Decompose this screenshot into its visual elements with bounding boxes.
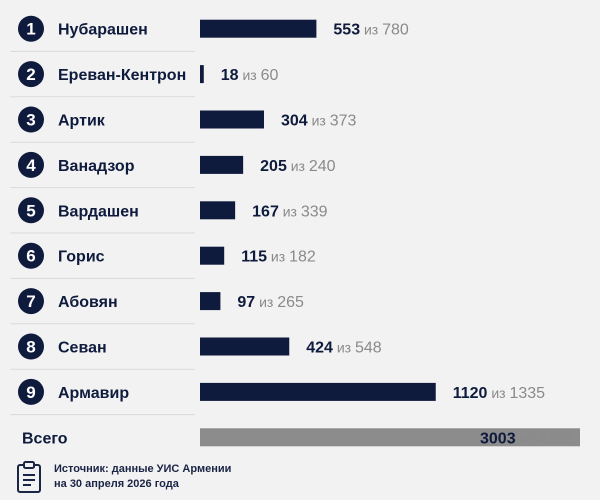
source-text: Источник: данные УИС Армении на 30 апрел… [54,462,231,492]
value-number: 18 [221,67,239,84]
category-label: Ереван-Кентрон [58,67,186,84]
category-label: Ванадзор [58,158,135,175]
value-number: 97 [237,294,255,311]
separator-word: из [239,67,261,83]
separator-word: из [267,249,289,265]
rank-badge [18,288,44,315]
rank-badge [18,197,44,224]
separator-word: из [360,22,382,38]
bar [200,246,225,265]
category-label: Нубарашен [58,22,148,39]
separator-word: из [487,385,509,401]
separator-word: из [287,158,309,174]
rank-badge [18,15,44,42]
value-number: 205 [260,158,287,175]
capacity-number: 1335 [509,385,545,402]
rank-badge [18,61,44,88]
capacity-number: 548 [355,340,382,357]
capacity-number: 339 [301,203,328,220]
capacity-number: 780 [382,22,409,39]
value-label: 167 из 339 [252,203,328,220]
rank-number: 3 [26,111,35,130]
value-label: 18 из 60 [221,67,279,84]
total-value-label: 3003 из 4122 [480,430,573,447]
value-label: 424 из 548 [306,340,382,357]
clipboard-icon [17,461,41,493]
rank-number: 6 [26,247,35,266]
capacity-number: 4122 [538,430,574,447]
rank-number: 1 [26,20,35,39]
source-line-1: Источник: данные УИС Армении [54,463,232,475]
category-label: Вардашен [58,203,139,220]
rank-badge [18,106,44,133]
capacity-number: 60 [261,67,279,84]
separator-word: из [255,294,277,310]
capacity-number: 373 [330,113,357,130]
value-number: 3003 [480,430,516,447]
bar [200,19,317,38]
separator-word: из [279,203,301,219]
rank-badge [18,333,44,360]
separator-word: из [516,430,538,446]
bar [200,65,204,84]
value-label: 553 из 780 [333,22,409,39]
value-label: 115 из 182 [241,249,316,266]
value-number: 304 [281,113,308,130]
total-bar [200,428,580,447]
source-footnote: Источник: данные УИС Армении на 30 апрел… [16,458,231,496]
bar [200,155,244,174]
value-label: 304 из 373 [281,113,357,130]
value-number: 115 [241,249,267,266]
capacity-number: 265 [277,294,304,311]
category-label: Абовян [58,294,118,311]
category-label: Армавир [58,385,129,402]
bar [200,337,290,356]
separator-word: из [308,113,330,129]
rank-number: 4 [26,156,36,175]
bar [200,201,236,220]
rank-number: 8 [26,338,35,357]
value-number: 553 [333,22,360,39]
value-number: 1120 [453,385,488,402]
value-label: 205 из 240 [260,158,336,175]
value-label: 1120 из 1335 [453,385,545,402]
separator-word: из [333,340,355,356]
bar [200,110,264,129]
category-label: Севан [58,340,107,357]
category-label: Артик [58,113,106,130]
rank-number: 2 [26,65,35,84]
rank-number: 5 [26,201,35,220]
rank-badge [18,151,44,178]
rank-number: 9 [26,383,35,402]
value-number: 424 [306,340,333,357]
rank-number: 7 [26,292,35,311]
capacity-number: 182 [289,249,316,266]
rank-badge [18,378,44,405]
category-label: Горис [58,249,105,266]
source-line-2: на 30 апреля 2026 года [54,478,179,490]
bar [200,292,221,311]
total-label: Всего [22,430,68,447]
value-label: 97 из 265 [237,294,304,311]
capacity-number: 240 [309,158,336,175]
bar [200,382,436,401]
rank-badge [18,242,44,269]
value-number: 167 [252,203,279,220]
